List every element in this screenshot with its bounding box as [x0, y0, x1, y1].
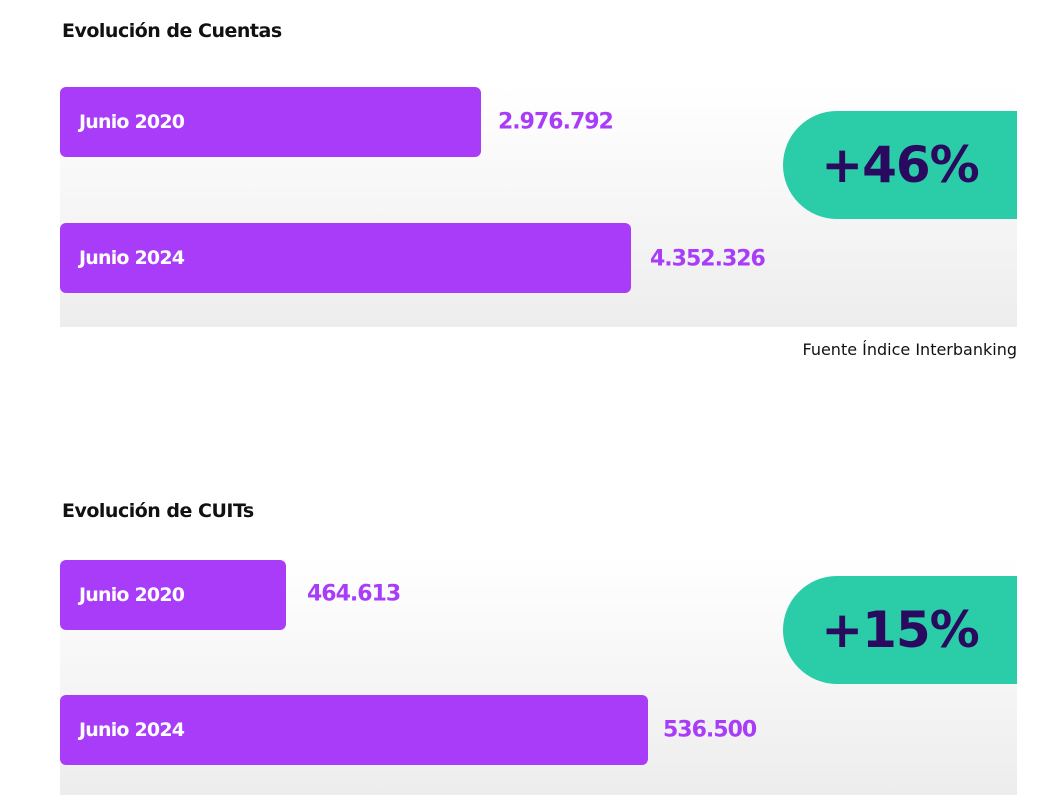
bar-junio-2024: Junio 2024	[60, 223, 631, 293]
bar-value: 464.613	[307, 581, 401, 607]
bar-junio-2024: Junio 2024	[60, 695, 648, 765]
growth-value: +15%	[821, 601, 980, 659]
bar-value: 536.500	[663, 717, 757, 743]
bar-junio-2020: Junio 2020	[60, 87, 481, 157]
chart-title: Evolución de CUITs	[62, 500, 254, 522]
bar-label: Junio 2020	[79, 111, 185, 133]
chart-title: Evolución de Cuentas	[62, 20, 282, 42]
bar-label: Junio 2020	[79, 584, 185, 606]
bar-value: 4.352.326	[650, 246, 766, 272]
bar-value: 2.976.792	[498, 109, 614, 135]
bar-label: Junio 2024	[79, 247, 185, 269]
growth-value: +46%	[821, 136, 980, 194]
bar-label: Junio 2024	[79, 719, 185, 741]
bar-junio-2020: Junio 2020	[60, 560, 286, 630]
source-note: Fuente Índice Interbanking	[802, 340, 1017, 359]
growth-badge: +46%	[783, 111, 1017, 219]
growth-badge: +15%	[783, 576, 1017, 684]
